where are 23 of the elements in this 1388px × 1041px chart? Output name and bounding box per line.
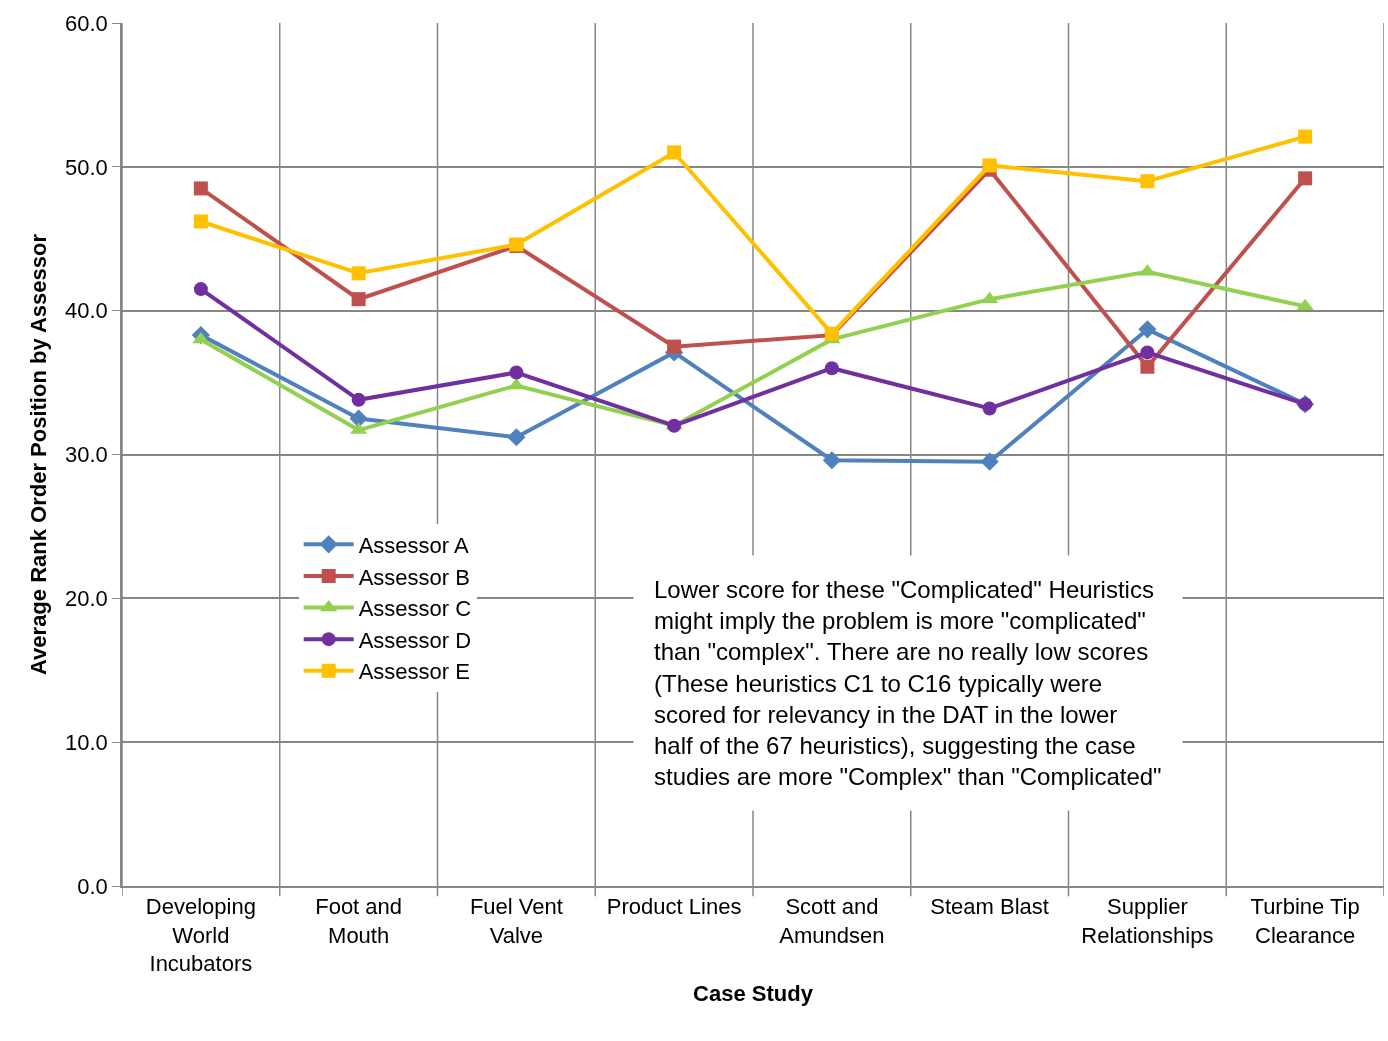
legend-label: Assessor D [358, 627, 472, 653]
x-tick-label: Fuel Vent Valve [469, 894, 563, 948]
legend-label: Assessor A [358, 532, 470, 558]
x-tick-label: Scott and Amundsen [779, 894, 885, 948]
y-tick-label: 20.0 [65, 586, 108, 612]
y-tick-label: 40.0 [65, 298, 108, 324]
x-tick-label: Steam Blast [930, 894, 1049, 920]
y-tick-label: 60.0 [65, 10, 108, 36]
y-axis-title: Average Rank Order Position by Assessor [26, 233, 52, 675]
x-axis-title: Case Study [693, 980, 814, 1006]
legend-label: Assessor C [358, 596, 472, 622]
x-tick-label: Turbine Tip Clearance [1250, 894, 1360, 948]
x-tick-label: Developing World Incubators [145, 894, 256, 977]
x-tick-label: Supplier Relationships [1081, 894, 1214, 948]
legend-label: Assessor B [358, 564, 470, 590]
y-tick-label: 10.0 [65, 729, 108, 755]
annotation: Lower score for these "Complicated" Heuristics might imply the problem is more "complicated" than "complex". There are no really low scores (These heuristics C1 to C16 typically were scored for relevancy in the DAT in the lower half of the 67 heuristics), suggesting the case studies are more "Complex" than "Complicated" [654, 576, 1162, 791]
y-tick-label: 0.0 [77, 873, 108, 899]
x-tick-label: Product Lines [606, 894, 742, 920]
y-tick-label: 30.0 [65, 442, 108, 468]
legend-label: Assessor E [358, 659, 470, 685]
x-tick-label: Foot and Mouth [315, 894, 403, 948]
y-tick-label: 50.0 [65, 154, 108, 180]
